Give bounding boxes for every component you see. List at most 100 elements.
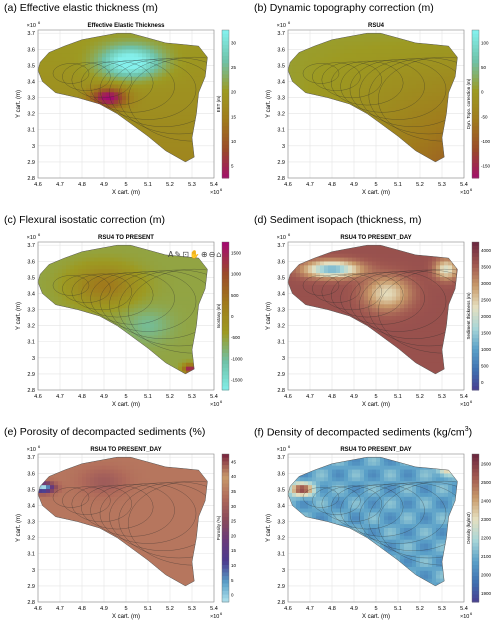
heatmap-cell xyxy=(158,30,163,34)
heatmap-cell xyxy=(82,316,87,320)
heatmap-cell xyxy=(62,96,67,100)
heatmap-cell xyxy=(134,139,139,143)
heatmap-cell xyxy=(316,131,321,135)
heatmap-cell xyxy=(154,77,159,81)
heatmap-cell xyxy=(42,88,47,92)
heatmap-cell xyxy=(106,30,111,34)
heatmap-cell xyxy=(432,159,437,163)
heatmap-cell xyxy=(154,42,159,46)
heatmap-cell xyxy=(408,42,413,46)
plot-title: Effective Elastic Thickness xyxy=(87,23,165,29)
heatmap-cell xyxy=(396,85,401,89)
heatmap-cell xyxy=(364,116,369,120)
heatmap-cell xyxy=(74,371,79,375)
heatmap-cell xyxy=(106,123,111,127)
heatmap-cell xyxy=(170,265,175,269)
heatmap-cell xyxy=(94,69,99,73)
heatmap-cell xyxy=(126,343,131,347)
heatmap-cell xyxy=(348,131,353,135)
heatmap-cell xyxy=(142,112,147,116)
heatmap-cell xyxy=(142,347,147,351)
heatmap-cell xyxy=(288,131,293,135)
heatmap-cell xyxy=(436,170,441,174)
heatmap-cell xyxy=(86,374,91,378)
heatmap-cell xyxy=(110,155,115,159)
heatmap-cell xyxy=(106,166,111,170)
heatmap-cell xyxy=(46,123,51,127)
heatmap-cell xyxy=(54,42,59,46)
heatmap-cell xyxy=(348,65,353,69)
heatmap-cell xyxy=(452,123,457,127)
heatmap-cell xyxy=(62,347,67,351)
heatmap-cell xyxy=(66,378,71,382)
heatmap-cell xyxy=(332,42,337,46)
heatmap-cell xyxy=(54,34,59,38)
heatmap-cell xyxy=(90,250,95,254)
heatmap-cell xyxy=(110,135,115,139)
heatmap-cell xyxy=(186,69,191,73)
heatmap-cell xyxy=(336,49,341,53)
heatmap-cell xyxy=(348,170,353,174)
heatmap-cell xyxy=(90,355,95,359)
heatmap-cell xyxy=(130,100,135,104)
heatmap-cell xyxy=(304,143,309,147)
heatmap-cell xyxy=(368,159,373,163)
heatmap-cell xyxy=(74,147,79,151)
heatmap-cell xyxy=(372,34,377,38)
heatmap-cell xyxy=(324,69,329,73)
heatmap-cell xyxy=(452,108,457,112)
heatmap-cell xyxy=(312,131,317,135)
heatmap-cell xyxy=(198,139,203,143)
heatmap-cell xyxy=(158,166,163,170)
colorbar-segment xyxy=(222,123,229,127)
heatmap-cell xyxy=(412,151,417,155)
heatmap-cell xyxy=(70,49,75,53)
heatmap-cell xyxy=(98,355,103,359)
y-tick-label: 3.6 xyxy=(27,47,35,53)
heatmap-cell xyxy=(316,30,321,34)
heatmap-cell xyxy=(54,108,59,112)
heatmap-cell xyxy=(166,324,171,328)
heatmap-cell xyxy=(118,116,123,120)
heatmap-cell xyxy=(110,258,115,262)
heatmap-cell xyxy=(42,343,47,347)
heatmap-cell xyxy=(94,246,99,250)
heatmap-cell xyxy=(166,77,171,81)
heatmap-cell xyxy=(174,69,179,73)
heatmap-cell xyxy=(400,69,405,73)
heatmap-cell xyxy=(186,108,191,112)
heatmap-cell xyxy=(102,139,107,143)
heatmap-cell xyxy=(74,359,79,363)
heatmap-cell xyxy=(42,242,47,246)
heatmap-cell xyxy=(296,88,301,92)
heatmap-cell xyxy=(154,116,159,120)
heatmap-cell xyxy=(94,359,99,363)
heatmap-cell xyxy=(396,96,401,100)
y-axis-label: Y cart. (m) xyxy=(266,90,272,118)
heatmap-cell xyxy=(70,159,75,163)
heatmap-cell xyxy=(296,77,301,81)
heatmap-cell xyxy=(296,42,301,46)
heatmap-cell xyxy=(54,297,59,301)
heatmap-cell xyxy=(142,339,147,343)
heatmap-cell xyxy=(396,53,401,57)
heatmap-cell xyxy=(436,42,441,46)
heatmap-cell xyxy=(320,104,325,108)
heatmap-cell xyxy=(170,359,175,363)
heatmap-cell xyxy=(436,46,441,50)
heatmap-cell xyxy=(182,347,187,351)
heatmap-cell xyxy=(90,265,95,269)
heatmap-cell xyxy=(42,85,47,89)
colorbar-segment xyxy=(472,97,479,101)
heatmap-cell xyxy=(134,242,139,246)
heatmap-cell xyxy=(94,335,99,339)
heatmap-cell xyxy=(182,351,187,355)
heatmap-cell xyxy=(110,112,115,116)
heatmap-cell xyxy=(154,328,159,332)
heatmap-cell xyxy=(42,112,47,116)
heatmap-cell xyxy=(440,143,445,147)
heatmap-cell xyxy=(46,143,51,147)
heatmap-cell xyxy=(122,92,127,96)
heatmap-cell xyxy=(50,308,55,312)
heatmap-cell xyxy=(38,242,43,246)
